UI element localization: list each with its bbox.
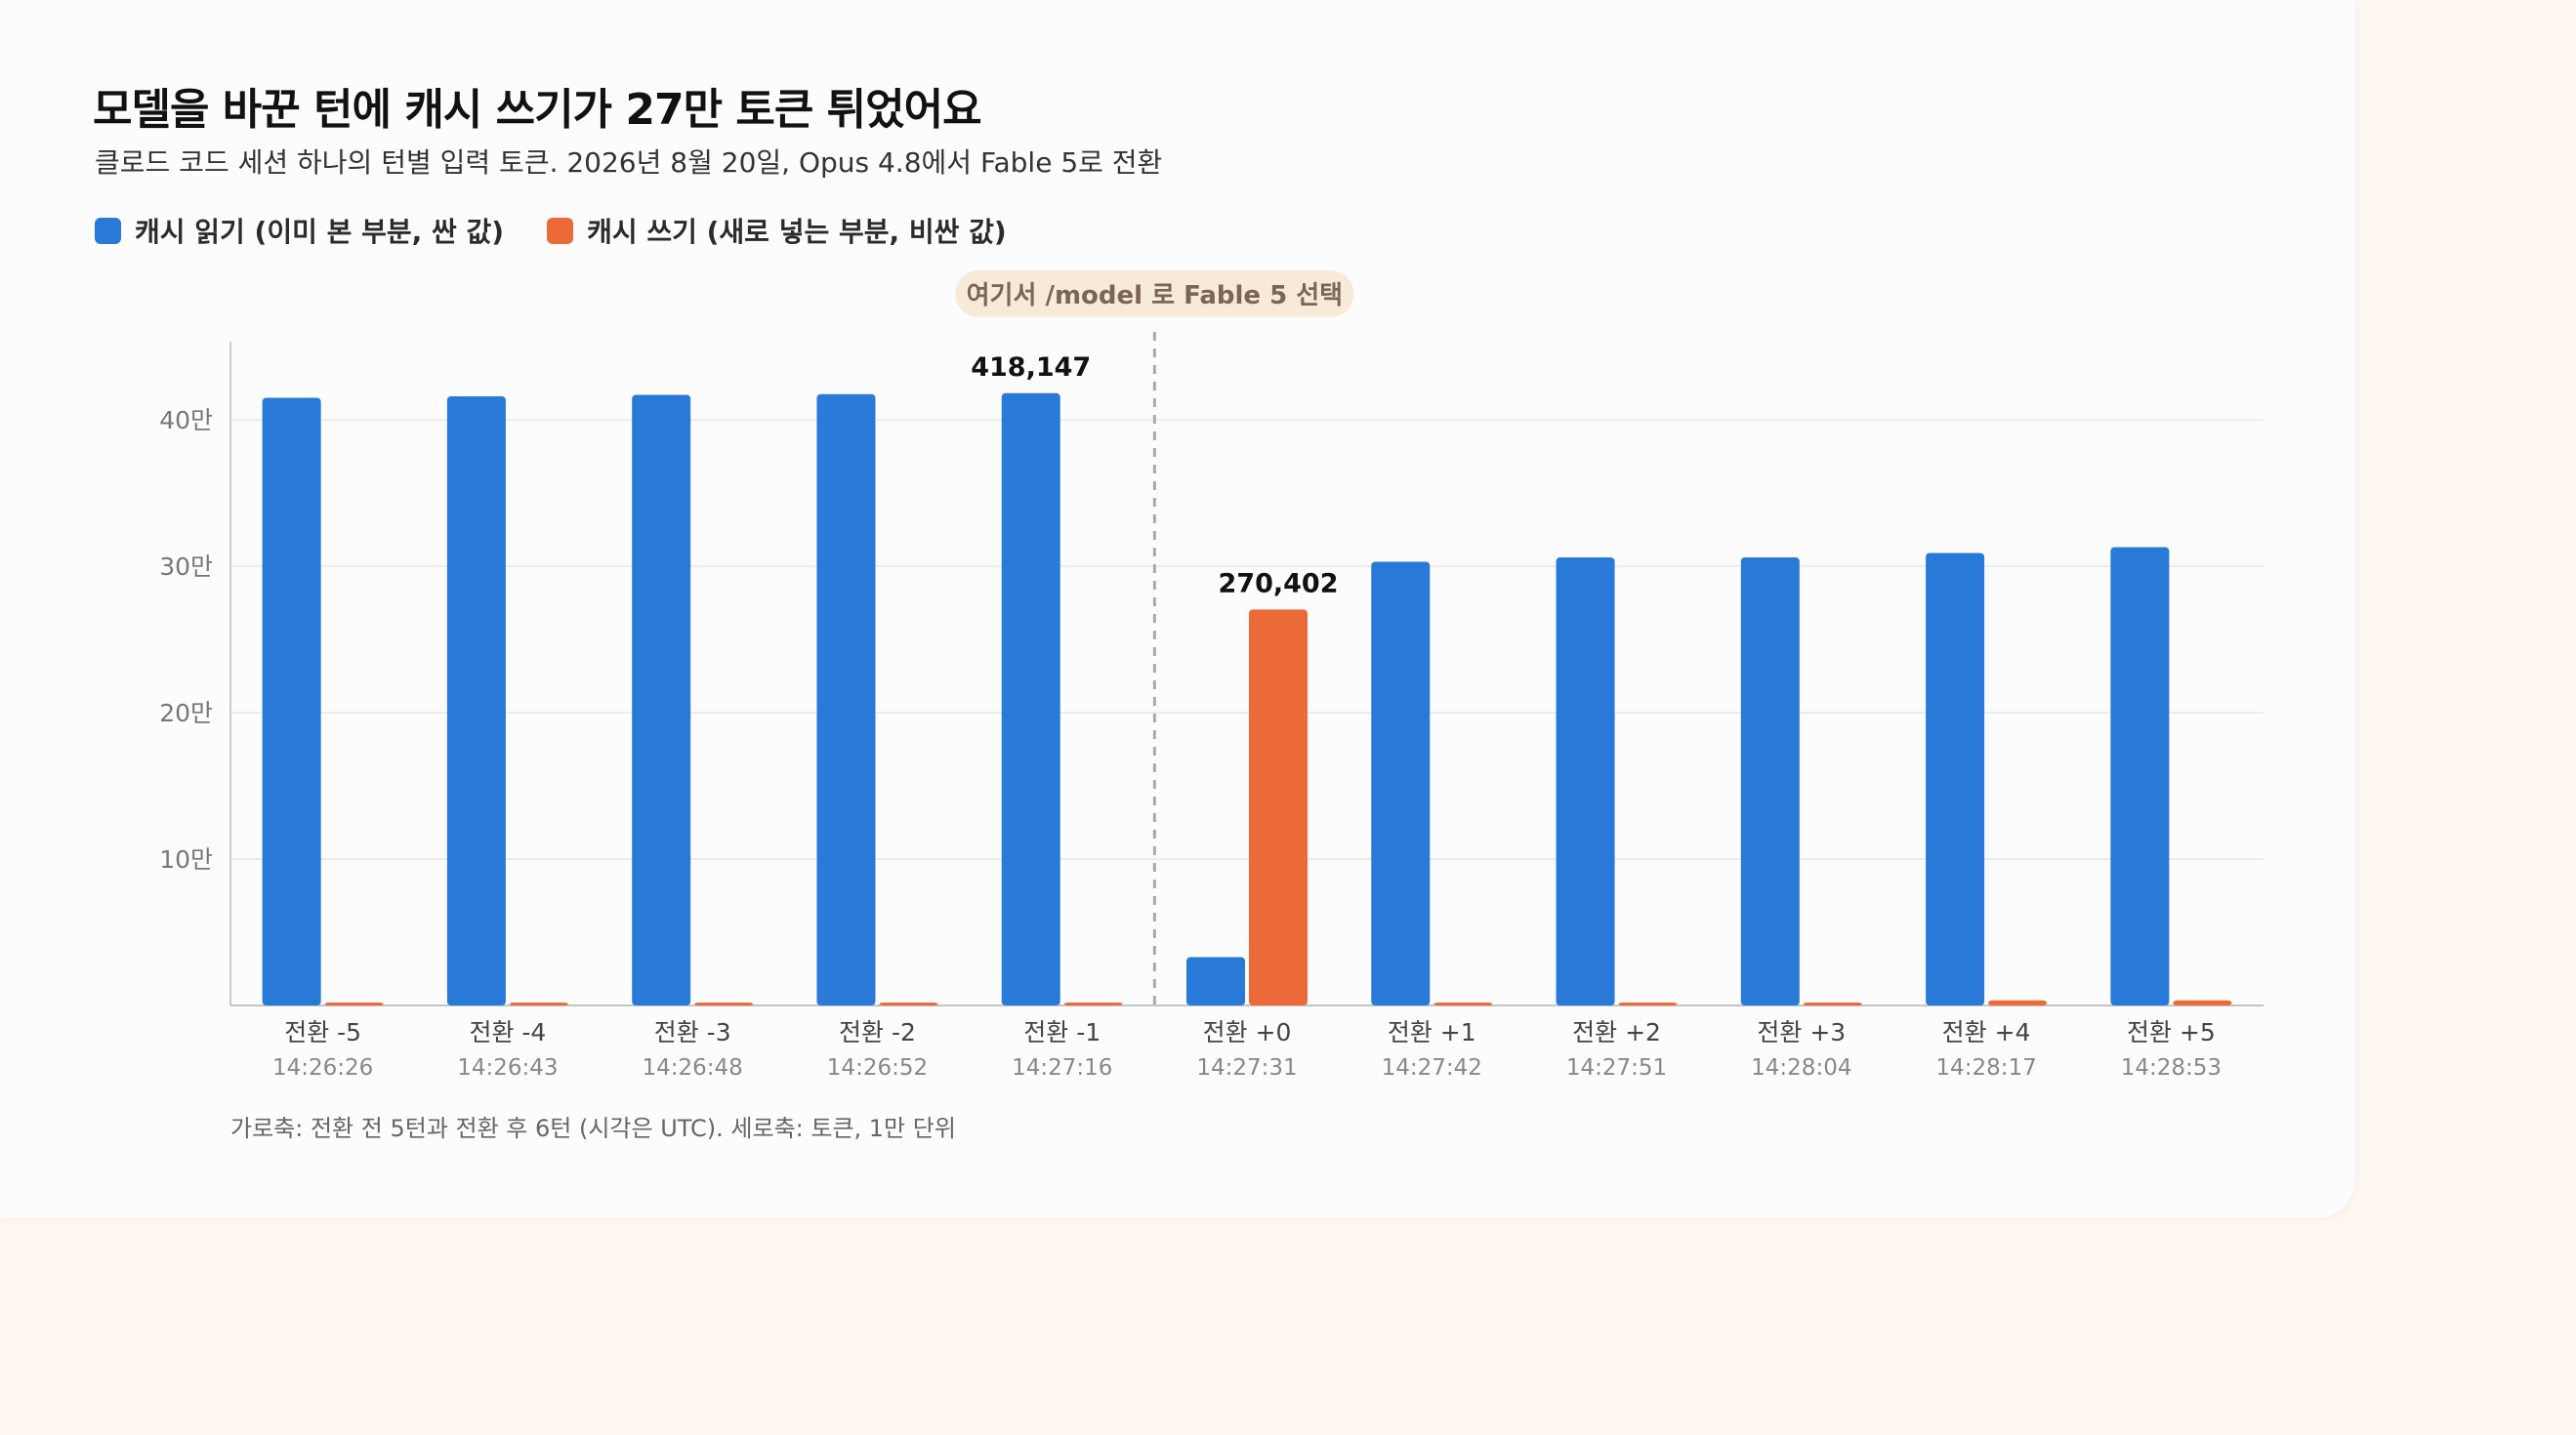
legend-label-cache-read: 캐시 읽기 (이미 본 부분, 싼 값)	[135, 216, 505, 248]
annotation-pill	[955, 270, 1354, 317]
x-tick-time: 14:26:52	[827, 1055, 928, 1081]
legend-item-cache-write: 캐시 쓰기 (새로 넣는 부분, 비싼 값)	[547, 211, 1007, 250]
chart-card: 모델을 바꾼 턴에 캐시 쓰기가 27만 토큰 튀었어요 클로드 코드 세션 하…	[0, 0, 2355, 1218]
bar-cache-read	[1001, 392, 1060, 1005]
bar-cache-read	[1556, 557, 1615, 1005]
bar-cache-read	[1926, 553, 1985, 1005]
x-tick-time: 14:27:51	[1566, 1055, 1667, 1081]
x-tick-time: 14:27:42	[1382, 1055, 1482, 1081]
bar-cache-read	[1186, 957, 1245, 1005]
bar-cache-write	[324, 1003, 384, 1005]
x-tick-label: 전환 +5	[2127, 1018, 2216, 1046]
bar-cache-write	[1803, 1003, 1862, 1005]
bar-cache-write	[1433, 1003, 1493, 1005]
axis-footnote: 가로축: 전환 전 5턴과 전환 후 6턴 (시각은 UTC). 세로축: 토큰…	[230, 1115, 956, 1142]
legend-swatch-cache-write	[547, 217, 574, 244]
x-tick-time: 14:28:17	[1935, 1055, 2036, 1081]
chart-subtitle: 클로드 코드 세션 하나의 턴별 입력 토큰. 2026년 8월 20일, Op…	[95, 146, 1163, 179]
bar-cache-write	[509, 1003, 568, 1005]
bar-cache-read	[446, 396, 506, 1005]
x-tick-label: 전환 -4	[469, 1018, 546, 1046]
bar-cache-read	[1371, 561, 1431, 1005]
y-tick-label: 40만	[159, 406, 213, 434]
x-tick-time: 14:26:48	[643, 1055, 743, 1081]
bar-cache-read	[816, 393, 876, 1005]
x-tick-label: 전환 +1	[1388, 1018, 1476, 1046]
x-tick-time: 14:26:26	[272, 1055, 373, 1081]
x-tick-label: 전환 +4	[1942, 1018, 2031, 1046]
bar-cache-write	[1988, 1000, 2048, 1005]
annotation-label: 여기서 /model 로 Fable 5 선택	[967, 281, 1343, 310]
x-tick-time: 14:28:04	[1751, 1055, 1851, 1081]
bar-cache-write	[879, 1003, 938, 1005]
y-tick-label: 30만	[159, 553, 213, 581]
bar-cache-write	[694, 1003, 754, 1005]
x-tick-label: 전환 +0	[1203, 1018, 1292, 1046]
x-tick-label: 전환 -3	[654, 1018, 731, 1046]
bar-cache-write	[1063, 1003, 1123, 1005]
x-tick-label: 전환 -1	[1023, 1018, 1101, 1046]
x-tick-time: 14:27:16	[1012, 1055, 1112, 1081]
x-tick-time: 14:27:31	[1196, 1055, 1297, 1081]
data-label: 418,147	[971, 352, 1091, 383]
chart-title: 모델을 바꾼 턴에 캐시 쓰기가 27만 토큰 튀었어요	[93, 85, 982, 135]
legend-swatch-cache-read	[95, 217, 121, 244]
x-tick-label: 전환 +2	[1572, 1018, 1661, 1046]
legend: 캐시 읽기 (이미 본 부분, 싼 값) 캐시 쓰기 (새로 넣는 부분, 비싼…	[95, 211, 1050, 250]
x-tick-label: 전환 +3	[1757, 1018, 1846, 1046]
legend-item-cache-read: 캐시 읽기 (이미 본 부분, 싼 값)	[95, 211, 504, 250]
bar-cache-write	[1618, 1003, 1678, 1005]
bar-cache-write	[1249, 609, 1308, 1005]
legend-label-cache-write: 캐시 쓰기 (새로 넣는 부분, 비싼 값)	[587, 216, 1007, 248]
bar-cache-read	[2110, 547, 2170, 1005]
x-tick-label: 전환 -5	[284, 1018, 361, 1046]
y-tick-label: 10만	[159, 845, 213, 874]
x-tick-time: 14:26:43	[457, 1055, 558, 1081]
bar-cache-write	[2173, 1000, 2232, 1005]
y-tick-label: 20만	[159, 699, 213, 727]
bar-cache-read	[632, 394, 691, 1005]
x-tick-label: 전환 -2	[839, 1018, 916, 1046]
bar-cache-read	[1740, 557, 1800, 1005]
bar-cache-read	[262, 397, 321, 1005]
x-tick-time: 14:28:53	[2121, 1055, 2222, 1081]
data-label: 270,402	[1219, 568, 1339, 598]
